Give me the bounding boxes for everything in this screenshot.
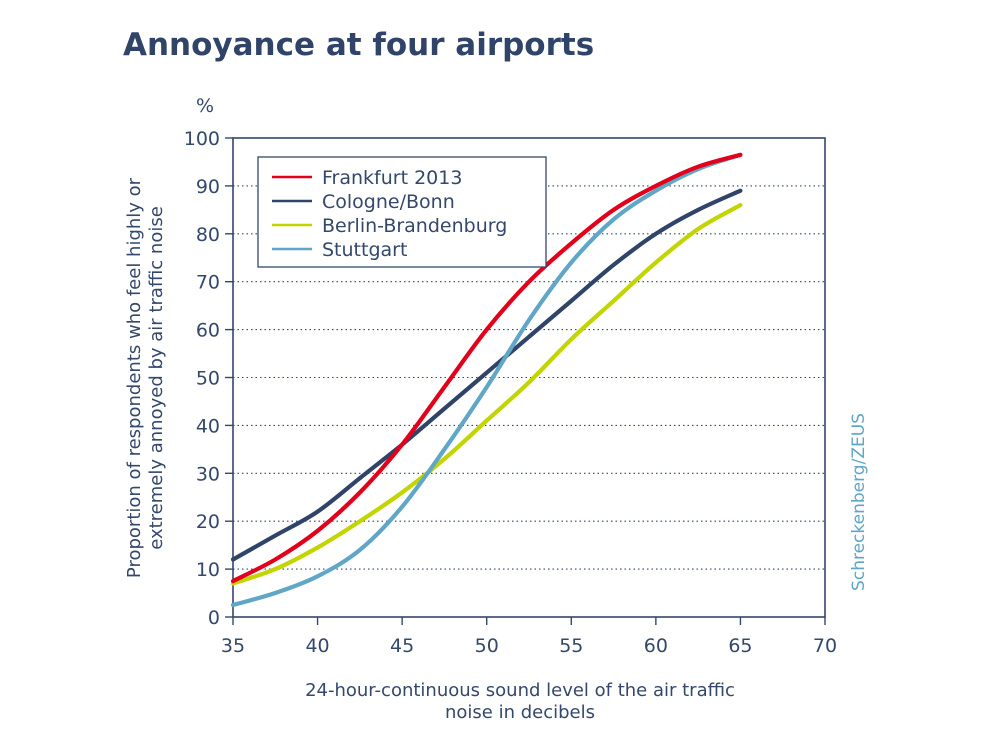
y-tick-label: 70 — [196, 272, 220, 294]
series-line-stuttgart — [230, 152, 743, 608]
legend-label-cologne-bonn: Cologne/Bonn — [322, 191, 455, 213]
legend: Frankfurt 2013Cologne/BonnBerlin-Branden… — [257, 156, 547, 268]
y-tick-label: 100 — [184, 128, 220, 150]
series-line-frankfurt-2013 — [230, 152, 743, 584]
x-axis-label-line-2: noise in decibels — [445, 702, 595, 723]
y-axis-label-line-1: Proportion of respondents who feel highl… — [124, 177, 145, 578]
legend-items: Frankfurt 2013Cologne/BonnBerlin-Branden… — [272, 167, 507, 261]
y-tick-label: 20 — [196, 511, 220, 533]
y-tick-label: 60 — [196, 320, 220, 342]
legend-label-stuttgart: Stuttgart — [322, 239, 407, 261]
y-tick-label: 30 — [196, 463, 220, 485]
y-tick-label: 40 — [196, 415, 220, 437]
x-tick-label: 60 — [644, 635, 668, 657]
y-tick-label: 0 — [208, 607, 220, 629]
x-tick-label: 50 — [475, 635, 499, 657]
y-axis-label-line-2: extremely annoyed by air traffic noise — [146, 206, 167, 550]
series-layer — [230, 152, 743, 608]
x-tick-label: 55 — [559, 635, 583, 657]
y-tick-label: 80 — [196, 224, 220, 246]
x-tick-label: 70 — [813, 635, 837, 657]
chart-title: Annoyance at four airports — [123, 27, 594, 63]
tick-layer: 0 10 20 30 40 50 60 70 80 90 100 35 40 45 50 55 60 65 70 — [184, 128, 837, 657]
x-tick-label: 35 — [221, 635, 245, 657]
y-unit-label: % — [196, 95, 214, 117]
x-tick-label: 40 — [305, 635, 329, 657]
y-tick-label: 50 — [196, 368, 220, 390]
y-tick-label: 10 — [196, 559, 220, 581]
y-axis-label: Proportion of respondents who feel highl… — [124, 177, 167, 578]
series-line-cologne-bonn — [230, 188, 743, 562]
y-tick-label: 90 — [196, 176, 220, 198]
legend-label-frankfurt-2013: Frankfurt 2013 — [322, 167, 462, 189]
x-tick-label: 45 — [390, 635, 414, 657]
x-tick-label: 65 — [728, 635, 752, 657]
legend-label-berlin-brandenburg: Berlin-Brandenburg — [322, 215, 507, 237]
series-line-berlin-brandenburg — [230, 203, 743, 586]
x-axis-label-line-1: 24-hour-continuous sound level of the ai… — [305, 680, 735, 701]
source-credit: Schreckenberg/ZEUS — [849, 413, 869, 591]
